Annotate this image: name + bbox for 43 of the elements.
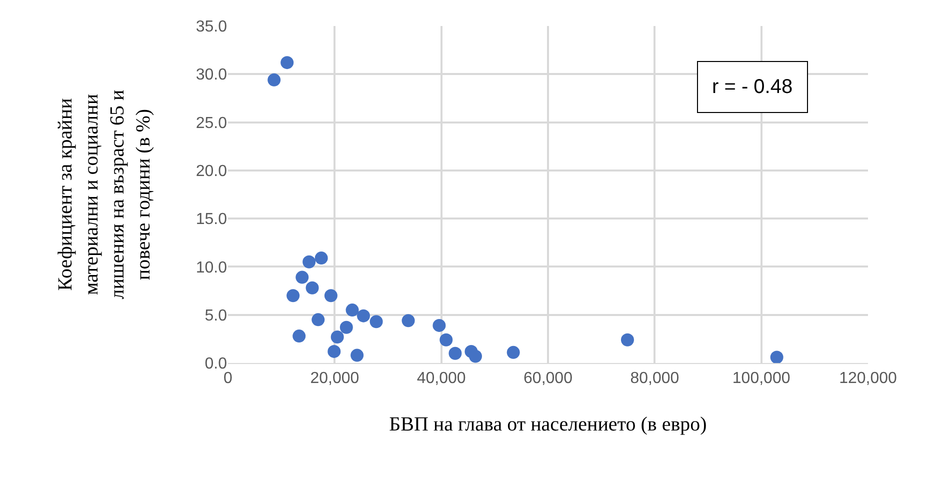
point [280, 56, 294, 70]
point [324, 289, 338, 302]
point [268, 73, 281, 86]
point [402, 314, 415, 328]
y-tick-label: 25.0 [196, 114, 228, 132]
y-axis-title: Коефициент за крайни материални и социални лишения на възраст 65 и повече години (в %) [54, 89, 154, 300]
point [330, 330, 344, 344]
point [306, 281, 319, 294]
x-tick-label: 0 [224, 370, 233, 388]
y-tick-label: 5.0 [204, 307, 228, 324]
point [350, 348, 364, 362]
y-tick-label: 20.0 [196, 163, 228, 180]
point [620, 333, 634, 346]
point [448, 346, 462, 360]
point [370, 315, 383, 328]
x-tick-label: 80,000 [630, 370, 680, 388]
y-tick-label: 15.0 [196, 211, 228, 228]
y-tick-label: 30.0 [196, 66, 228, 84]
x-tick-label: 40,000 [416, 370, 466, 388]
point [302, 255, 316, 268]
point [346, 304, 359, 317]
point [312, 313, 325, 326]
point [296, 270, 309, 284]
y-tick-label: 10.0 [196, 259, 228, 276]
point [506, 346, 520, 359]
point [328, 344, 341, 358]
x-tick-label: 60,000 [524, 370, 573, 388]
x-axis-title: БВП на глава от населението (в евро) [389, 414, 707, 436]
point [340, 320, 353, 334]
x-tick-label: 20,000 [310, 370, 360, 388]
point [292, 330, 306, 343]
point [468, 350, 482, 363]
point [314, 252, 328, 265]
point [286, 289, 300, 302]
point [440, 333, 453, 346]
point [432, 318, 446, 332]
x-tick-label: 100,000 [732, 370, 790, 388]
annotation: r = - 0.48 [712, 76, 793, 98]
x-tick-label: 120,000 [839, 370, 898, 388]
y-tick-label: 35.0 [196, 18, 228, 36]
y-tick-label: 0.0 [204, 356, 228, 373]
point [770, 350, 784, 364]
point [356, 309, 370, 322]
